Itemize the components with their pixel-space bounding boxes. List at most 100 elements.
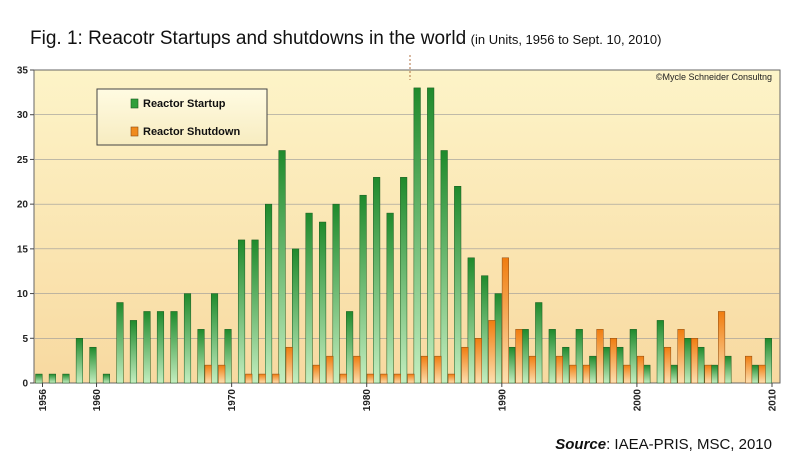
bar-shutdown: [420, 355, 428, 384]
y-tick-label: 35: [17, 66, 29, 77]
legend-label-shutdown: Reactor Shutdown: [143, 126, 240, 138]
bar-startup: [481, 275, 489, 384]
bar-shutdown: [515, 329, 523, 384]
bar-shutdown: [285, 346, 293, 384]
bar-startup: [413, 87, 421, 384]
x-tick-label: 2010: [768, 389, 779, 412]
bar-startup: [643, 364, 651, 384]
y-axis: 0 5 10 15 20 25 30 35: [17, 66, 34, 390]
bar-startup: [764, 338, 772, 384]
bar-startup: [454, 186, 462, 384]
bar-shutdown: [569, 364, 577, 384]
bar-startup: [494, 293, 502, 384]
bar-shutdown: [758, 364, 766, 384]
source-text: : IAEA-PRIS, MSC, 2010: [606, 436, 772, 453]
bar-shutdown: [272, 373, 280, 384]
bar-startup: [535, 302, 543, 384]
y-tick-label: 15: [17, 244, 29, 255]
bar-startup: [102, 373, 110, 384]
bar-shutdown: [704, 364, 712, 384]
bar-startup: [656, 320, 664, 384]
x-tick-label: 1956: [38, 389, 49, 412]
x-tick-label: 1960: [92, 389, 103, 412]
y-tick-label: 10: [17, 289, 29, 300]
bar-shutdown: [434, 355, 442, 384]
bar-shutdown: [718, 311, 726, 384]
bar-shutdown: [488, 320, 496, 384]
bar-startup: [467, 257, 475, 384]
legend-swatch-startup: [130, 98, 139, 109]
bar-startup: [346, 311, 354, 384]
y-tick-label: 0: [22, 379, 28, 390]
bar-shutdown: [204, 364, 212, 384]
bar-startup: [89, 346, 97, 384]
legend: Reactor Startup Reactor Shutdown: [96, 88, 268, 146]
legend-box: [96, 88, 268, 146]
bar-startup: [400, 177, 408, 384]
bar-startup: [197, 329, 205, 384]
bar-startup: [521, 329, 529, 384]
bar-startup: [210, 293, 219, 384]
bar-shutdown: [677, 329, 685, 384]
bar-startup: [251, 239, 259, 384]
bar-startup: [129, 320, 138, 384]
bar-shutdown: [609, 338, 618, 384]
copyright-credit: ©Mycle Schneider Consultng: [656, 72, 772, 82]
bar-startup: [170, 311, 178, 384]
y-tick-label: 30: [17, 110, 29, 121]
x-tick-label: 2000: [632, 389, 643, 412]
bar-startup: [183, 293, 192, 384]
bar-shutdown: [218, 364, 226, 384]
bar-startup: [332, 203, 340, 384]
legend-swatch-shutdown: [130, 126, 139, 137]
bar-startup: [75, 338, 83, 384]
chart-title: Fig. 1: Reacotr Startups and shutdowns i…: [30, 28, 661, 50]
bar-startup: [116, 302, 124, 384]
bar-startup: [562, 346, 570, 384]
bar-startup: [292, 248, 300, 384]
chart-subtitle: (in Units, 1956 to Sept. 10, 2010): [470, 32, 662, 47]
bar-shutdown: [582, 364, 591, 384]
bar-startup: [278, 150, 286, 384]
bar-startup: [575, 329, 583, 384]
bar-startup: [48, 373, 56, 384]
bar-startup: [589, 355, 597, 384]
bar-startup: [670, 364, 678, 384]
bar-startup: [237, 239, 246, 384]
bar-startup: [319, 221, 327, 384]
bar-startup: [224, 329, 232, 384]
bar-shutdown: [312, 364, 320, 384]
bar-startup: [548, 329, 556, 384]
bar-shutdown: [596, 329, 604, 384]
bar-shutdown: [258, 373, 266, 384]
y-tick-label: 5: [22, 334, 28, 345]
source-note: Source: IAEA-PRIS, MSC, 2010: [555, 436, 772, 453]
bar-shutdown: [245, 373, 253, 384]
bar-shutdown: [461, 346, 469, 384]
legend-label-startup: Reactor Startup: [143, 98, 226, 110]
bar-startup: [143, 311, 151, 384]
bar-shutdown: [380, 373, 388, 384]
x-axis: 1956 1960 1970 1980 1990 2000 2010: [38, 383, 779, 411]
bar-startup: [265, 203, 273, 384]
bar-shutdown: [447, 373, 455, 384]
bar-startup: [508, 346, 516, 384]
bar-startup: [427, 87, 435, 384]
bar-shutdown: [339, 373, 347, 384]
bar-shutdown: [663, 346, 672, 384]
bar-startup: [62, 373, 70, 384]
bar-startup: [305, 212, 313, 384]
x-tick-label: 1980: [362, 389, 373, 412]
bar-startup: [35, 373, 43, 384]
bar-startup: [697, 346, 705, 384]
y-tick-label: 25: [17, 155, 29, 166]
source-label: Source: [555, 436, 607, 453]
bar-startup: [751, 364, 759, 384]
bar-startup: [683, 338, 691, 384]
bar-startup: [440, 150, 448, 384]
bar-startup: [616, 346, 624, 384]
bar-shutdown: [690, 338, 699, 384]
bar-shutdown: [366, 373, 374, 384]
bar-startup: [602, 346, 610, 384]
